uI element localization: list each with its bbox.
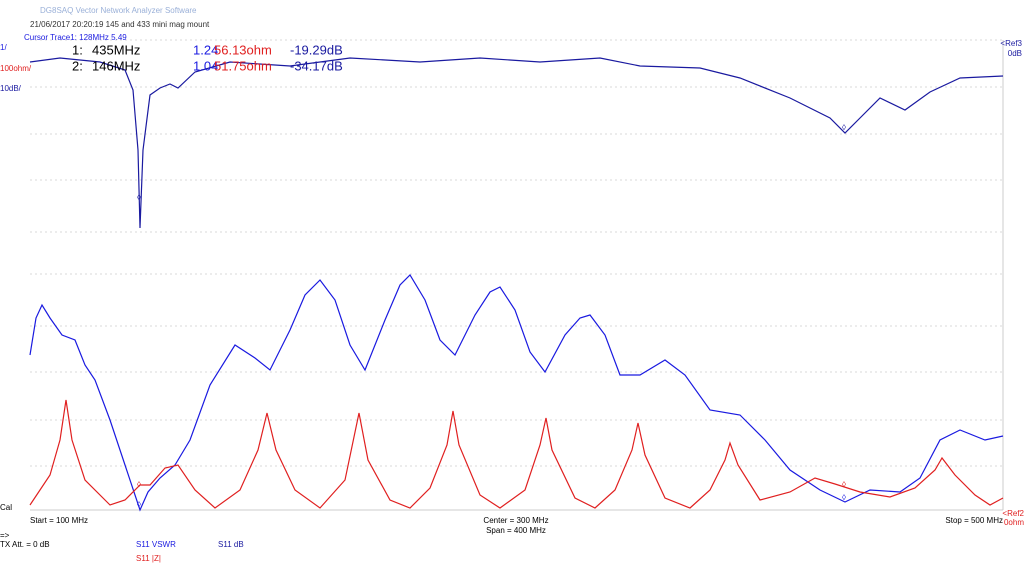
cal-label: Cal	[0, 503, 12, 512]
marker-id: 1:	[72, 42, 83, 57]
marker-db: -19.29dB	[290, 42, 343, 57]
scale-db: 10dB/	[0, 84, 22, 93]
svg-text:◊: ◊	[842, 123, 846, 132]
svg-text:◊: ◊	[137, 480, 141, 489]
grid	[30, 39, 1004, 511]
marker-symbols: ◊ ◊ ◊ ◊ ◊ ◊	[137, 123, 846, 509]
marker-freq: 146MHz	[92, 58, 140, 73]
marker-vswr: 1.04	[193, 58, 218, 73]
marker-vswr: 1.24	[193, 42, 218, 57]
svg-text:◊: ◊	[842, 493, 846, 502]
trace-db	[29, 57, 1004, 229]
marker-freq: 435MHz	[92, 42, 140, 57]
trace-z	[29, 399, 1004, 509]
ref3: <Ref3	[1000, 39, 1022, 48]
trace-vswr	[29, 274, 1004, 512]
marker-z: 56.13ohm	[214, 42, 272, 57]
arrow: =>	[0, 531, 10, 540]
scale-z: 100ohm/	[0, 64, 32, 73]
marker-db: -34.17dB	[290, 58, 343, 73]
legend-vswr[interactable]: S11 VSWR	[136, 540, 176, 549]
ref2: <Ref2	[1002, 509, 1024, 518]
stop-freq: Stop = 500 MHz	[945, 516, 1003, 525]
app-title: DG8SAQ Vector Network Analyzer Software	[40, 6, 197, 15]
marker-id: 2:	[72, 58, 83, 73]
span: Span = 400 MHz	[486, 526, 546, 535]
legend-z[interactable]: S11 |Z|	[136, 554, 161, 563]
svg-text:◊: ◊	[137, 193, 141, 202]
ref3-value: 0dB	[1008, 49, 1022, 58]
svg-text:◊: ◊	[842, 480, 846, 489]
sweep-info: 21/06/2017 20:20:19 145 and 433 mini mag…	[30, 20, 210, 29]
scale-vswr: 1/	[0, 43, 7, 52]
legend-db[interactable]: S11 dB	[218, 540, 244, 549]
cursor-readout: Cursor Trace1: 128MHz 5.49	[24, 33, 127, 42]
marker-z: 51.75ohm	[214, 58, 272, 73]
center-freq: Center = 300 MHz	[483, 516, 548, 525]
start-freq: Start = 100 MHz	[30, 516, 88, 525]
svg-text:◊: ◊	[137, 500, 141, 509]
tx-att: TX Att. = 0 dB	[0, 540, 50, 549]
ref2-value: 0ohm	[1004, 518, 1024, 527]
